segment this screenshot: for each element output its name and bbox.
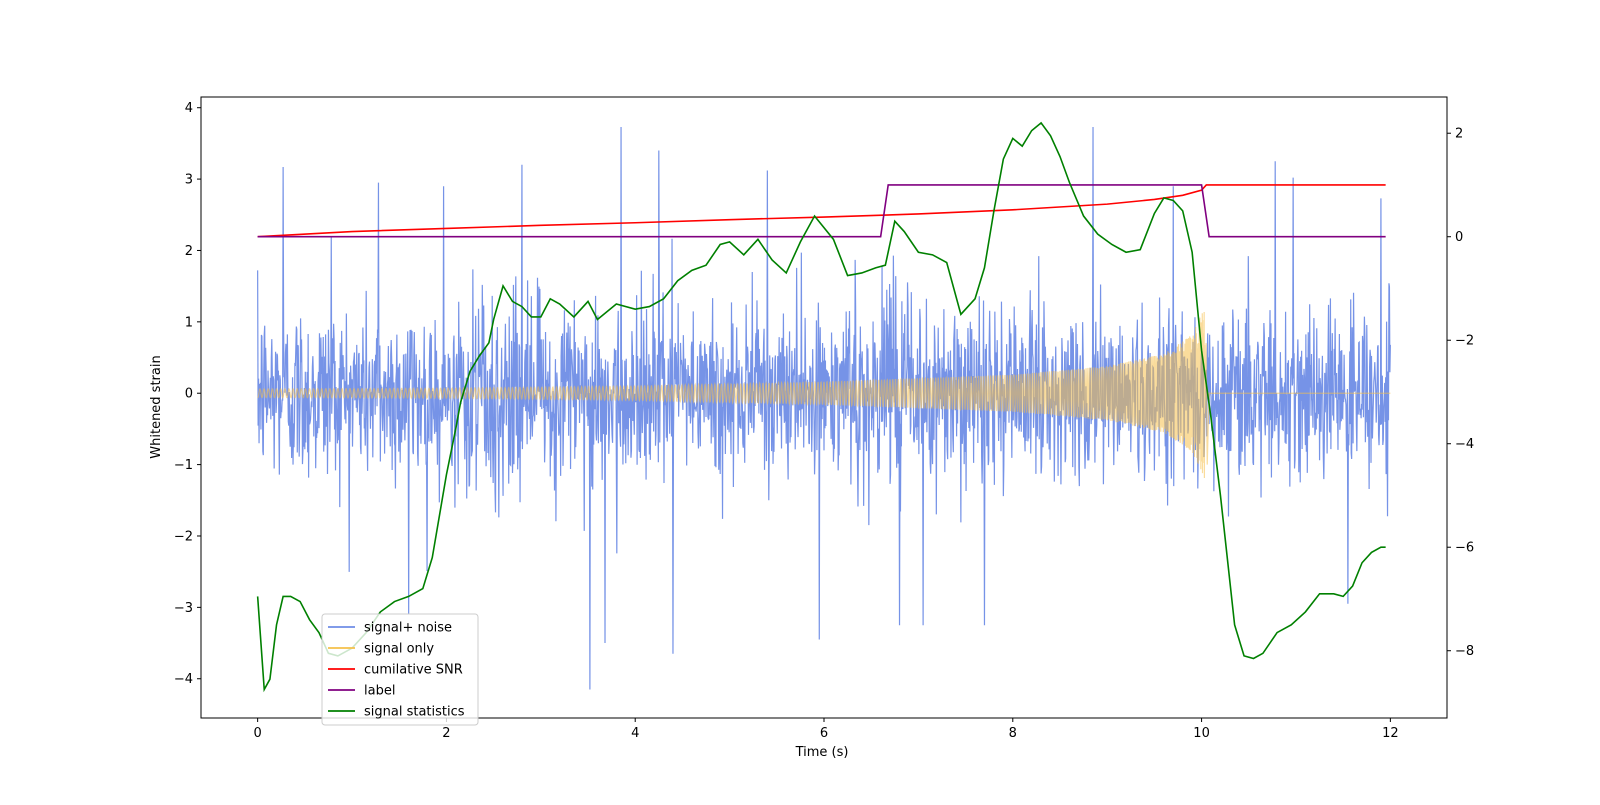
y-tick-left-label: 3 bbox=[185, 173, 193, 188]
x-tick-label: 4 bbox=[631, 726, 639, 741]
x-axis-label: Time (s) bbox=[795, 745, 849, 760]
y-tick-left-label: 4 bbox=[185, 101, 193, 116]
y-axis-right: −8 −6 −4 −2 0 2 bbox=[1447, 127, 1474, 659]
y-tick-right-label: 2 bbox=[1455, 127, 1463, 142]
x-tick-label: 2 bbox=[442, 726, 450, 741]
x-tick-label: 6 bbox=[820, 726, 828, 741]
series-signal-only bbox=[257, 311, 1391, 478]
x-tick-label: 0 bbox=[253, 726, 261, 741]
y-tick-right-label: −6 bbox=[1455, 541, 1474, 556]
y-tick-right-label: −2 bbox=[1455, 334, 1474, 349]
y-axis-label: Whitened strain bbox=[149, 355, 164, 458]
legend-label: signal statistics bbox=[364, 705, 465, 720]
series-label bbox=[257, 184, 1386, 238]
y-tick-right-label: −8 bbox=[1455, 644, 1474, 659]
series-layer bbox=[256, 121, 1391, 693]
x-axis: 0 2 4 6 8 10 12 bbox=[253, 718, 1399, 741]
y-tick-left-label: −1 bbox=[174, 458, 193, 473]
legend-box bbox=[321, 613, 479, 726]
y-tick-left-label: 0 bbox=[185, 387, 193, 402]
y-tick-left-label: −4 bbox=[174, 672, 193, 687]
series-cumilative-snr bbox=[257, 184, 1386, 238]
y-axis-left: −4 −3 −2 −1 0 1 2 3 4 bbox=[174, 101, 201, 687]
x-tick-label: 8 bbox=[1009, 726, 1017, 741]
y-tick-right-label: 0 bbox=[1455, 230, 1463, 245]
series-signal-statistics bbox=[256, 121, 1386, 693]
legend-label: label bbox=[364, 684, 395, 699]
legend-label: signal only bbox=[364, 642, 434, 657]
y-tick-left-label: −3 bbox=[174, 601, 193, 616]
series-signal-noise bbox=[257, 126, 1391, 690]
y-tick-left-label: 2 bbox=[185, 244, 193, 259]
y-tick-left-label: −2 bbox=[174, 529, 193, 544]
y-tick-right-label: −4 bbox=[1455, 437, 1474, 452]
legend-label: cumilative SNR bbox=[364, 663, 463, 678]
legend: signal+ noise signal only cumilative SNR la… bbox=[321, 613, 479, 726]
x-tick-label: 12 bbox=[1382, 726, 1399, 741]
x-tick-label: 10 bbox=[1193, 726, 1210, 741]
legend-label: signal+ noise bbox=[364, 621, 452, 636]
y-tick-left-label: 1 bbox=[185, 315, 193, 330]
